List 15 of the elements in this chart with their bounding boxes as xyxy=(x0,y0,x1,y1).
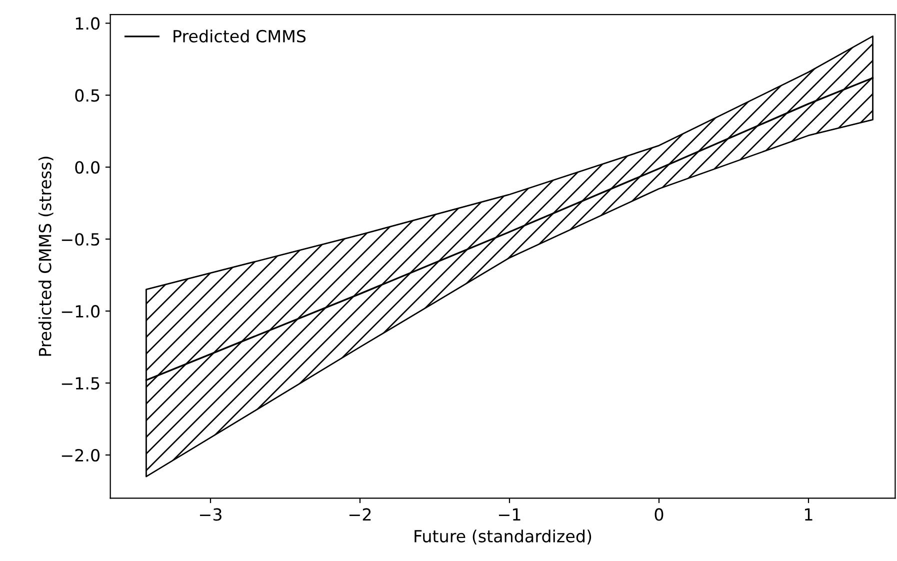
y-tick-label: −2.0 xyxy=(62,448,100,462)
y-tick-label: 0.5 xyxy=(75,89,100,102)
x-tick-label: 1 xyxy=(805,508,812,521)
y-tick-label: −1.5 xyxy=(62,377,100,390)
y-tick-label: 1.0 xyxy=(76,17,100,30)
x-tick-label: 0 xyxy=(654,508,664,521)
y-tick-label: 0.0 xyxy=(75,161,100,174)
x-tick-label: −1 xyxy=(498,508,520,521)
legend-label: Predicted CMMS xyxy=(174,30,306,42)
y-tick-label: −1.0 xyxy=(62,305,100,318)
x-tick-label: −2 xyxy=(349,508,371,521)
y-tick-label: −0.5 xyxy=(62,233,100,246)
y-axis-title: Predicted CMMS (stress) xyxy=(38,156,54,356)
x-axis-title: Future (standardized) xyxy=(414,530,592,544)
x-tick-label: −3 xyxy=(200,508,222,521)
